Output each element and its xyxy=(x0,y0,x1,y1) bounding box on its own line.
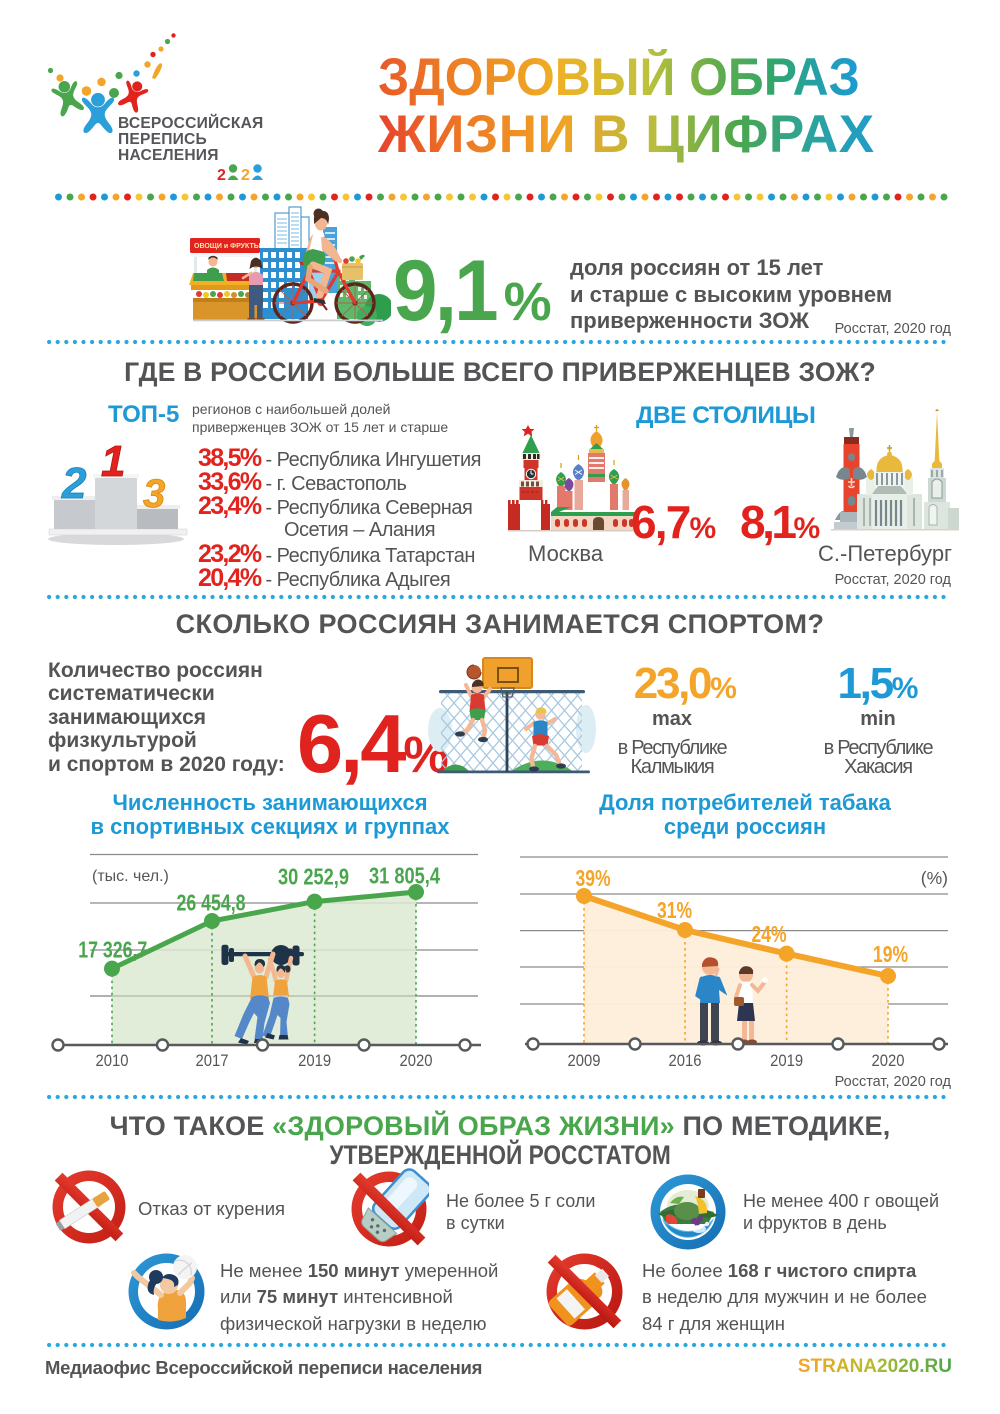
svg-text:24%: 24% xyxy=(752,921,787,947)
svg-text:2009: 2009 xyxy=(568,1051,601,1070)
svg-text:3: 3 xyxy=(143,472,165,516)
svg-text:30 252,9: 30 252,9 xyxy=(278,863,349,889)
svg-text:2020: 2020 xyxy=(872,1051,905,1070)
svg-text:2019: 2019 xyxy=(770,1051,803,1070)
svg-text:1: 1 xyxy=(101,437,125,486)
svg-text:(тыс. чел.): (тыс. чел.) xyxy=(92,868,169,885)
svg-text:2017: 2017 xyxy=(196,1051,229,1070)
svg-text:26 454,8: 26 454,8 xyxy=(177,889,246,915)
svg-text:(%): (%) xyxy=(921,868,948,888)
svg-text:ОВОЩИ и ФРУКТЫ: ОВОЩИ и ФРУКТЫ xyxy=(194,243,261,250)
svg-text:39%: 39% xyxy=(576,865,611,891)
svg-text:2020: 2020 xyxy=(400,1051,433,1070)
svg-text:31 805,4: 31 805,4 xyxy=(369,862,440,888)
svg-text:ВСЕРОССИЙСКАЯ: ВСЕРОССИЙСКАЯ xyxy=(118,113,263,132)
svg-text:2: 2 xyxy=(217,167,226,184)
svg-text:2010: 2010 xyxy=(96,1051,129,1070)
svg-text:2016: 2016 xyxy=(669,1051,702,1070)
svg-text:ПЕРЕПИСЬ: ПЕРЕПИСЬ xyxy=(118,131,207,148)
svg-text:2019: 2019 xyxy=(298,1051,331,1070)
svg-text:19%: 19% xyxy=(873,941,908,967)
svg-text:17 326,7: 17 326,7 xyxy=(78,937,147,963)
svg-text:2: 2 xyxy=(61,459,87,508)
svg-text:31%: 31% xyxy=(657,897,692,923)
svg-text:НАСЕЛЕНИЯ: НАСЕЛЕНИЯ xyxy=(118,147,219,164)
svg-text:2: 2 xyxy=(241,167,250,184)
